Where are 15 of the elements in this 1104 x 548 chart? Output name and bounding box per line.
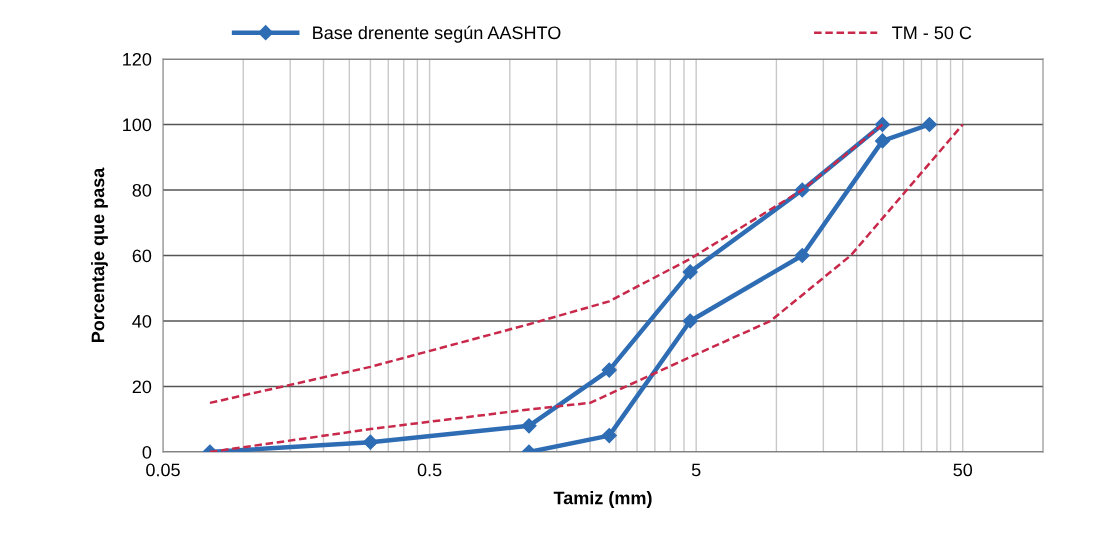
- y-tick-label: 80: [132, 183, 152, 197]
- y-tick-label: 60: [132, 249, 152, 263]
- legend-label: TM - 50 C: [892, 26, 972, 40]
- y-axis-title: Porcentaje que pasa: [91, 167, 108, 343]
- x-axis-title: Tamiz (mm): [553, 491, 652, 508]
- y-tick-label: 0: [142, 445, 152, 459]
- y-tick-label: 100: [123, 118, 152, 132]
- x-tick-label: 0.05: [146, 463, 180, 477]
- y-tick-label: 40: [132, 314, 152, 328]
- legend-label: Base drenente según AASHTO: [313, 25, 561, 43]
- x-tick-label: 50: [953, 463, 973, 477]
- x-tick-label: 0.5: [417, 463, 442, 477]
- y-tick-label: 120: [123, 52, 152, 66]
- y-tick-label: 20: [132, 380, 152, 394]
- x-tick-label: 5: [691, 463, 701, 477]
